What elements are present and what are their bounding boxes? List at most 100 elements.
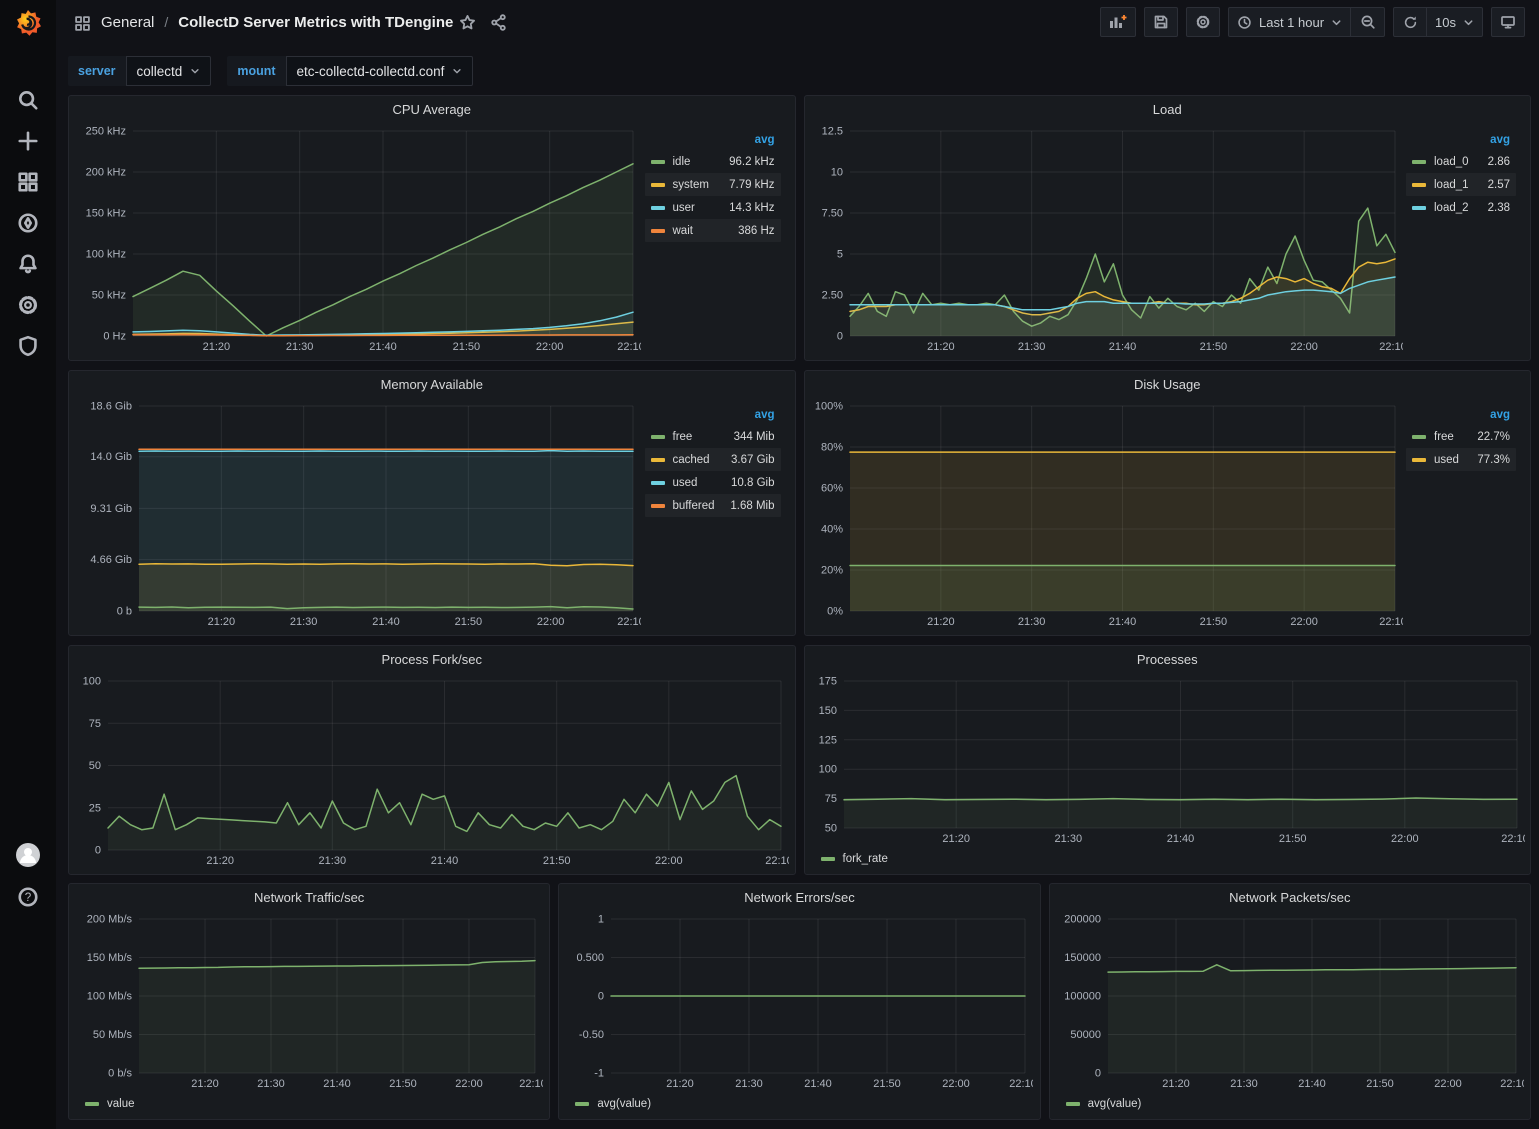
legend-item-load_0[interactable]: load_0 2.86 xyxy=(1406,150,1516,173)
panel-processes: Processes 50 75 100 125 150 175 21:20 21:30 21:4… xyxy=(803,645,1531,875)
svg-text:50: 50 xyxy=(824,823,836,835)
refresh-button[interactable] xyxy=(1393,7,1428,37)
refresh-interval-picker[interactable]: 10s xyxy=(1427,7,1483,37)
panel-title[interactable]: CPU Average xyxy=(392,101,472,117)
svg-text:21:40: 21:40 xyxy=(323,1078,351,1090)
legend-item-avg(value)[interactable]: avg(value) xyxy=(1065,1098,1141,1110)
panel-cpu-average: CPU Average 0 Hz 50 kHz 100 kHz 150 kHz 200 … xyxy=(68,95,796,361)
sidebar-item-create[interactable] xyxy=(11,129,45,153)
svg-text:21:50: 21:50 xyxy=(874,1078,902,1090)
legend-item-used[interactable]: used 77.3% xyxy=(1406,448,1516,471)
memory-available-chart[interactable]: 0 b 4.66 Gib 9.31 Gib 14.0 Gib 18.6 Gib 21:20… xyxy=(69,397,795,635)
panel-title[interactable]: Disk Usage xyxy=(1134,376,1201,392)
cpu-average-chart[interactable]: 0 Hz 50 kHz 100 kHz 150 kHz 200 kHz 250 kHz 21… xyxy=(69,122,795,360)
legend-item-buffered[interactable]: buffered 1.68 Mib xyxy=(644,494,781,517)
svg-text:12.5: 12.5 xyxy=(821,126,842,138)
panel-title[interactable]: Memory Available xyxy=(380,376,483,392)
plot-area[interactable]: 0 50000 100000 150000 200000 21:20 21:30 21:40 2… xyxy=(1056,910,1524,1093)
legend-item-idle[interactable]: idle 96.2 kHz xyxy=(645,150,781,173)
variable-mount-value[interactable]: etc-collectd-collectd.conf xyxy=(285,56,474,86)
sidebar-item-alerting[interactable] xyxy=(11,252,45,276)
sidebar-item-configuration[interactable] xyxy=(11,293,45,317)
panel-title[interactable]: Process Fork/sec xyxy=(381,651,482,667)
panel-title[interactable]: Load xyxy=(1152,101,1182,117)
svg-text:22:10: 22:10 xyxy=(1010,1078,1034,1090)
svg-text:100 Mb/s: 100 Mb/s xyxy=(87,991,133,1003)
star-icon[interactable] xyxy=(459,14,476,31)
legend-item-cached[interactable]: cached 3.67 Gib xyxy=(644,448,781,471)
svg-text:21:40: 21:40 xyxy=(1298,1078,1326,1090)
sidebar-item-search[interactable] xyxy=(11,88,45,112)
chart-svg: 0 b 4.66 Gib 9.31 Gib 14.0 Gib 18.6 Gib 21:20… xyxy=(90,401,641,629)
disk-usage-chart[interactable]: 0% 20% 40% 60% 80% 100% 21:20 21:30 21:40 21:50 22… xyxy=(805,397,1531,635)
panel-title[interactable]: Network Traffic/sec xyxy=(254,889,365,905)
variable-server-value[interactable]: collectd xyxy=(125,56,212,86)
breadcrumb-separator: / xyxy=(164,14,169,30)
svg-text:22:00: 22:00 xyxy=(1391,833,1419,845)
variable-mount-label: mount xyxy=(227,56,286,86)
sidebar-item-explore[interactable] xyxy=(11,211,45,235)
legend-item-value[interactable]: value xyxy=(85,1098,135,1110)
legend-item-system[interactable]: system 7.79 kHz xyxy=(644,173,781,196)
plot-area[interactable]: 0 b/s 50 Mb/s 100 Mb/s 150 Mb/s 200 Mb/s 21:2… xyxy=(75,910,543,1093)
sidebar-item-dashboards[interactable] xyxy=(11,170,45,194)
variable-mount: mount etc-collectd-collectd.conf xyxy=(227,56,474,86)
network-traffic-chart[interactable]: 0 b/s 50 Mb/s 100 Mb/s 150 Mb/s 200 Mb/s 21:2… xyxy=(69,910,549,1119)
breadcrumb: General / CollectD Server Metrics with T… xyxy=(74,13,453,32)
dashboard-settings-button[interactable] xyxy=(1185,7,1220,37)
legend-item-load_2[interactable]: load_2 2.38 xyxy=(1406,196,1516,219)
panel-title[interactable]: Network Errors/sec xyxy=(744,889,855,905)
svg-text:0 b/s: 0 b/s xyxy=(108,1068,132,1080)
cycle-view-button[interactable] xyxy=(1491,7,1525,37)
plot-area[interactable]: 0 b 4.66 Gib 9.31 Gib 14.0 Gib 18.6 Gib 21:20… xyxy=(75,397,641,631)
plot-area[interactable]: 0% 20% 40% 60% 80% 100% 21:20 21:30 21:40 21:50 22… xyxy=(811,397,1403,631)
share-icon[interactable] xyxy=(490,13,507,31)
series-swatch xyxy=(650,159,665,164)
help-button[interactable]: ? xyxy=(11,885,45,909)
series-name: value xyxy=(107,1098,135,1110)
svg-text:100: 100 xyxy=(818,764,836,776)
legend: avg(value) xyxy=(1056,1093,1524,1115)
legend-item-free[interactable]: free 22.7% xyxy=(1406,425,1516,448)
breadcrumb-section[interactable]: General xyxy=(101,13,155,31)
svg-text:22:10: 22:10 xyxy=(1379,616,1403,628)
legend-item-wait[interactable]: wait 386 Hz xyxy=(644,219,781,242)
legend-item-user[interactable]: user 14.3 kHz xyxy=(645,196,781,219)
plot-area[interactable]: 0 25 50 75 100 21:20 21:30 21:40 21:50 22:00 22:10 xyxy=(75,672,789,870)
plot-area[interactable]: 50 75 100 125 150 175 21:20 21:30 21:40 21:50 22:0… xyxy=(811,672,1524,848)
legend-item-load_1[interactable]: load_1 2.57 xyxy=(1406,173,1516,196)
series-swatch xyxy=(85,1102,99,1106)
panel-process-fork: Process Fork/sec 0 25 50 75 100 21:20 21:30 21:… xyxy=(68,645,796,875)
add-panel-button[interactable] xyxy=(1099,7,1136,37)
sidebar-item-server-admin[interactable] xyxy=(11,334,45,358)
plot-area[interactable]: 0 2.50 5 7.50 10 12.5 21:20 21:30 21:40 21:50 22:0… xyxy=(811,122,1402,356)
series-name: idle xyxy=(672,155,691,168)
compass-icon xyxy=(18,213,38,233)
load-chart[interactable]: 0 2.50 5 7.50 10 12.5 21:20 21:30 21:40 21:50 22:0… xyxy=(805,122,1531,360)
zoom-out-button[interactable] xyxy=(1351,7,1386,37)
legend-item-used[interactable]: used 10.8 Gib xyxy=(645,471,781,494)
dashboard-grid-icon xyxy=(75,15,90,31)
legend-item-avg(value)[interactable]: avg(value) xyxy=(575,1098,651,1110)
save-icon xyxy=(1154,15,1168,29)
grafana-logo[interactable] xyxy=(0,0,56,46)
svg-text:21:20: 21:20 xyxy=(927,616,955,628)
network-packets-chart[interactable]: 0 50000 100000 150000 200000 21:20 21:30 21:40 2… xyxy=(1050,910,1530,1119)
save-dashboard-button[interactable] xyxy=(1143,7,1178,37)
panel-title[interactable]: Network Packets/sec xyxy=(1229,889,1351,905)
legend-item-free[interactable]: free 344 Mib xyxy=(645,425,781,448)
svg-text:0: 0 xyxy=(598,991,604,1003)
plot-area[interactable]: 0 Hz 50 kHz 100 kHz 150 kHz 200 kHz 250 kHz 21… xyxy=(75,122,641,356)
processes-chart[interactable]: 50 75 100 125 150 175 21:20 21:30 21:40 21:50 22:0… xyxy=(805,672,1531,874)
panel-title[interactable]: Processes xyxy=(1136,651,1198,667)
svg-text:20%: 20% xyxy=(820,565,842,577)
chart-svg: 0 25 50 75 100 21:20 21:30 21:40 21:50 22:00 22:10 xyxy=(83,676,789,868)
time-range-picker[interactable]: Last 1 hour xyxy=(1227,7,1352,37)
process-fork-chart[interactable]: 0 25 50 75 100 21:20 21:30 21:40 21:50 22:00 22:10 xyxy=(69,672,795,874)
series-swatch xyxy=(1065,1102,1080,1106)
legend-item-fork_rate[interactable]: fork_rate xyxy=(820,853,888,865)
plot-area[interactable]: -1 -0.50 0 0.500 1 21:20 21:30 21:40 21:50 22:00 2… xyxy=(565,910,1034,1093)
user-avatar[interactable] xyxy=(11,843,45,867)
network-errors-chart[interactable]: -1 -0.50 0 0.500 1 21:20 21:30 21:40 21:50 22:00 2… xyxy=(559,910,1039,1119)
svg-text:21:30: 21:30 xyxy=(290,616,318,628)
